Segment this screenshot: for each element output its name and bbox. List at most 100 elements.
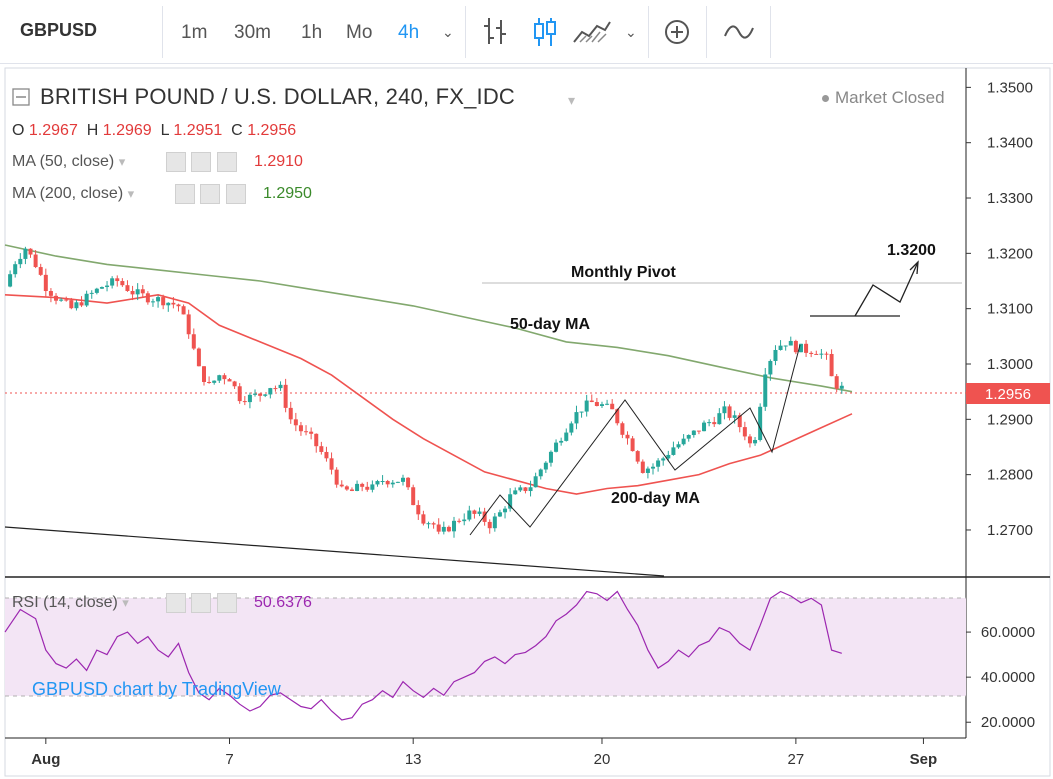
market-status: Market Closed: [822, 88, 945, 108]
gear-icon[interactable]: [200, 184, 220, 204]
candle-body: [528, 487, 533, 492]
symbol-title[interactable]: BRITISH POUND / U.S. DOLLAR, 240, FX_IDC: [40, 84, 516, 109]
candles-icon[interactable]: [530, 14, 560, 50]
candle-body: [74, 302, 79, 309]
candle-body: [339, 484, 344, 487]
candle-body: [839, 385, 844, 389]
interval-4h-button[interactable]: 4h: [398, 22, 420, 43]
candle-body: [457, 520, 462, 522]
candle-body: [69, 300, 74, 309]
rsi-legend[interactable]: RSI (14, close) ▾: [12, 594, 129, 612]
price-tick-label: 1.3400: [987, 135, 1033, 152]
interval-mo-button[interactable]: Mo: [346, 22, 373, 43]
candle-body: [737, 415, 742, 428]
candle-body: [105, 285, 110, 288]
candles: [8, 246, 844, 538]
gear-icon[interactable]: [191, 152, 211, 172]
candle-body: [732, 415, 737, 418]
candle-body: [554, 442, 559, 452]
candle-body: [467, 510, 472, 520]
gear-icon[interactable]: [191, 593, 211, 613]
wave-annotation: [469, 344, 801, 536]
chevron-down-icon[interactable]: ▾: [118, 154, 126, 169]
candle-body: [242, 401, 247, 403]
candle-body: [620, 423, 625, 435]
candle-body: [196, 348, 201, 367]
candle-body: [166, 302, 171, 306]
candle-body: [28, 248, 33, 255]
candle-body: [365, 486, 370, 490]
trendline: [4, 526, 665, 577]
visibility-icon[interactable]: [166, 152, 186, 172]
chevron-down-icon[interactable]: ⌄: [442, 24, 454, 40]
candle-body: [176, 304, 181, 307]
visibility-icon[interactable]: [166, 593, 186, 613]
high-value: 1.2969: [102, 122, 152, 139]
candle-body: [64, 299, 69, 301]
candle-body: [758, 406, 763, 440]
candle-body: [314, 433, 319, 447]
rsi-tick-label: 40.0000: [981, 669, 1035, 686]
interval-1h-button[interactable]: 1h: [301, 22, 323, 43]
area-icon[interactable]: [572, 14, 612, 50]
candle-body: [584, 400, 589, 412]
chevron-down-icon[interactable]: ▾: [568, 92, 576, 108]
ohlc-readout: O 1.2967 H 1.2969 L 1.2951 C 1.2956: [12, 122, 296, 140]
close-icon[interactable]: [217, 152, 237, 172]
candle-body: [222, 375, 227, 380]
interval-1m-button[interactable]: 1m: [181, 22, 208, 43]
collapse-icon[interactable]: [12, 88, 30, 106]
price-axis: 1.3500 1.3400 1.3300 1.3200 1.3100 1.3000 1.29…: [966, 79, 1033, 539]
candle-body: [656, 460, 661, 467]
visibility-icon[interactable]: [175, 184, 195, 204]
toolbar-divider: [465, 6, 466, 58]
add-compare-icon[interactable]: [662, 14, 692, 50]
candle-body: [54, 295, 59, 301]
candle-body: [431, 523, 436, 525]
indicators-icon[interactable]: [722, 14, 756, 50]
open-label: O: [12, 122, 25, 139]
close-icon[interactable]: [226, 184, 246, 204]
rsi-tick-label: 60.0000: [981, 624, 1035, 641]
chevron-down-icon[interactable]: ▾: [127, 186, 135, 201]
candle-body: [645, 468, 650, 473]
candle-body: [212, 380, 217, 383]
ma200-legend[interactable]: MA (200, close) ▾: [12, 185, 134, 203]
bar-style-icon[interactable]: [480, 14, 510, 50]
candle-body: [579, 411, 584, 413]
candle-body: [717, 413, 722, 425]
close-icon[interactable]: [217, 593, 237, 613]
candle-body: [161, 297, 166, 306]
candle-body: [191, 334, 196, 349]
candle-body: [309, 431, 314, 434]
open-value: 1.2967: [28, 122, 78, 139]
candle-body: [691, 430, 696, 436]
candle-body: [344, 486, 349, 490]
candle-body: [99, 287, 104, 289]
candle-body: [79, 302, 84, 306]
price-tick-label: 1.2700: [987, 522, 1033, 539]
candle-body: [681, 438, 686, 445]
candle-body: [181, 306, 186, 315]
symbol-search-button[interactable]: GBPUSD: [20, 20, 98, 40]
candle-body: [247, 394, 252, 403]
candle-body: [334, 469, 339, 485]
candle-body: [135, 289, 140, 295]
candle-body: [145, 293, 150, 303]
candle-body: [712, 422, 717, 425]
candle-body: [140, 289, 145, 294]
candle-body: [615, 409, 620, 424]
candle-body: [788, 340, 793, 346]
chevron-down-icon[interactable]: ▾: [122, 595, 129, 610]
rsi-line: [4, 590, 842, 721]
candle-body: [610, 403, 615, 410]
chart-frame: [4, 67, 1051, 777]
candle-body: [406, 477, 411, 488]
ma50-legend[interactable]: MA (50, close) ▾: [12, 153, 125, 171]
interval-30m-button[interactable]: 30m: [234, 22, 271, 43]
candle-body: [783, 345, 788, 347]
chevron-down-icon[interactable]: ⌄: [625, 24, 637, 40]
candle-body: [89, 292, 94, 294]
target-label: 1.3200: [887, 242, 936, 259]
